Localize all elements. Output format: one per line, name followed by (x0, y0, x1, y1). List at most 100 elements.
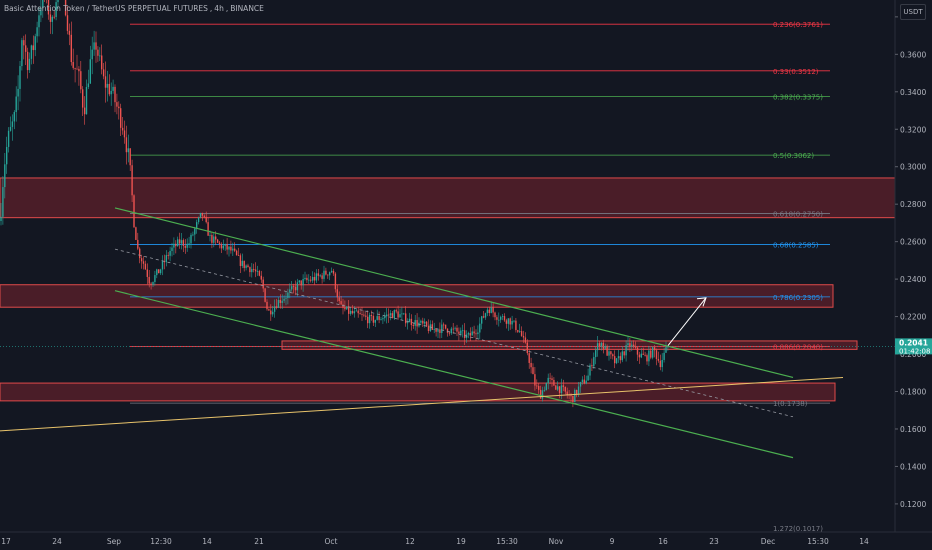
candle-body (617, 356, 620, 359)
candle-body (283, 298, 285, 301)
candle-body (522, 335, 525, 338)
candle-body (427, 325, 430, 332)
candle-body (420, 320, 422, 323)
candle-body (296, 282, 299, 291)
candle-body (629, 343, 631, 347)
candle-body (277, 299, 280, 308)
candle-body (659, 360, 661, 368)
candle-body (425, 321, 428, 326)
candle-body (346, 306, 348, 310)
candle-body (36, 27, 38, 37)
candle-body (477, 332, 479, 335)
candle-body (237, 254, 240, 256)
candle-body (249, 267, 251, 273)
candle-body (275, 306, 278, 308)
candle-body (376, 316, 378, 320)
candle-body (93, 42, 95, 50)
candle-body (28, 58, 31, 71)
candle-body (313, 276, 316, 281)
candle-body (443, 324, 445, 326)
candle-body (627, 343, 629, 346)
candle-body (177, 239, 179, 247)
candle-body (596, 343, 599, 351)
candle-body (13, 112, 15, 122)
candle-body (72, 62, 74, 68)
candle-body (615, 358, 618, 364)
candle-body (431, 324, 433, 330)
candle-body (139, 248, 141, 259)
candle-body (507, 318, 509, 324)
candle-body (640, 353, 642, 358)
candle-body (570, 395, 572, 397)
price-tick-label: 0.3200 (900, 125, 926, 134)
candle-body (272, 311, 274, 315)
candle-body (530, 362, 532, 368)
candle-body (40, 8, 42, 16)
candle-body (268, 309, 270, 311)
fib-level-label: 0.786(0.2305) (773, 294, 823, 302)
candle-body (557, 386, 559, 390)
candle-body (91, 49, 93, 60)
candle-body (78, 68, 80, 72)
candle-body (186, 243, 188, 248)
candle-body (2, 187, 4, 217)
candle-body (446, 328, 449, 333)
time-tick-label: 23 (709, 537, 719, 546)
candle-body (230, 246, 232, 251)
candle-body (285, 297, 287, 299)
candle-body (397, 311, 399, 318)
candle-body (218, 242, 221, 244)
candle-body (131, 165, 133, 196)
candle-body (289, 289, 291, 293)
candle-body (368, 314, 371, 324)
candle-body (205, 216, 207, 223)
zone-box (0, 177, 896, 219)
candle-body (99, 55, 101, 57)
candle-body (300, 280, 302, 286)
currency-button[interactable]: USDT (900, 4, 926, 20)
candle-body (192, 234, 194, 236)
candle-body (636, 347, 639, 355)
candle-body (456, 327, 458, 332)
candle-body (241, 260, 243, 266)
zone-box (0, 382, 836, 402)
candle-body (435, 328, 437, 332)
candle-body (370, 314, 373, 317)
fib-level-label: 0.5(0.3062) (773, 152, 814, 160)
candle-body (424, 321, 426, 324)
candle-body (281, 300, 283, 303)
candle-body (42, 0, 44, 9)
candle-body (82, 89, 84, 108)
candle-body (264, 288, 266, 302)
candle-body (355, 310, 357, 312)
time-tick-label: Dec (761, 537, 776, 546)
candle-body (330, 270, 333, 273)
candle-body (655, 350, 658, 359)
candle-body (393, 310, 395, 319)
candle-body (382, 318, 384, 320)
candle-body (363, 314, 365, 316)
candle-body (220, 243, 223, 249)
candle-body (595, 350, 597, 358)
candle-body (140, 258, 143, 262)
candle-body (492, 307, 494, 313)
candle-body (414, 320, 416, 326)
candle-body (332, 270, 335, 274)
candle-body (496, 317, 498, 320)
candle-body (245, 265, 247, 268)
candle-body (209, 234, 211, 236)
candle-body (76, 68, 78, 70)
candle-body (270, 310, 272, 315)
candle-body (519, 331, 521, 332)
candle-body (536, 385, 538, 387)
candle-body (254, 269, 257, 272)
candle-body (327, 274, 329, 276)
candle-body (19, 66, 21, 89)
candle-body (197, 217, 200, 223)
candle-body (501, 316, 504, 317)
candle-body (600, 342, 603, 347)
interval-label[interactable]: 4h (214, 4, 224, 13)
candle-body (648, 350, 650, 362)
price-tick-label: 0.2800 (900, 200, 926, 209)
